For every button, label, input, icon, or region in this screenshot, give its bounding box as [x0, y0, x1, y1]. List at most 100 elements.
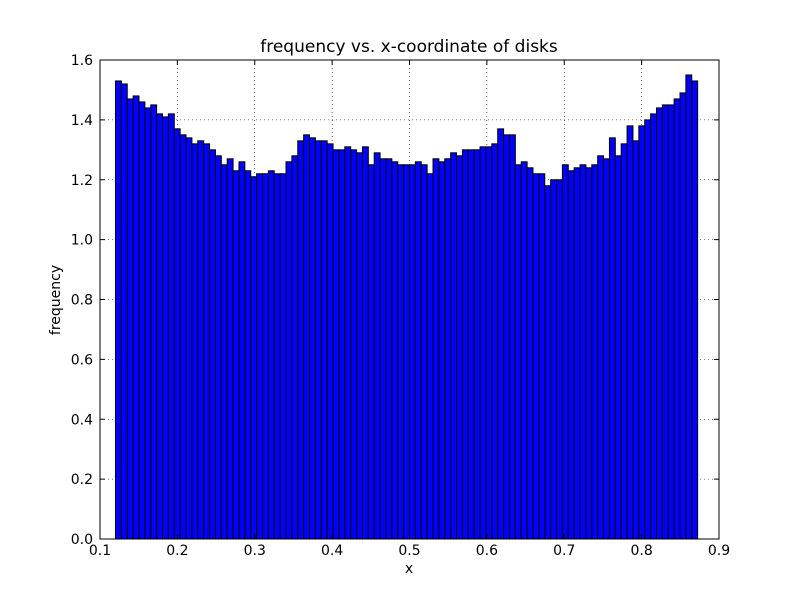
y-tick-label: 0.4	[71, 412, 93, 428]
bar	[150, 104, 158, 540]
y-tick-label: 0.2	[71, 472, 93, 488]
x-axis-label: x	[405, 561, 413, 577]
bar	[303, 134, 311, 540]
bar	[403, 164, 410, 540]
ticks	[99, 59, 720, 540]
y-tick-label: 0.6	[71, 352, 93, 368]
y-axis-label: frequency	[48, 265, 64, 335]
x-tick-labels: 0.1 0.2 0.3 0.4 0.5 0.6 0.7 0.8 0.9	[89, 543, 730, 559]
bar	[573, 167, 581, 540]
bar	[597, 155, 605, 540]
bar	[397, 164, 405, 540]
bar	[244, 170, 252, 540]
bar	[556, 179, 563, 540]
bar	[285, 161, 293, 540]
bar	[503, 134, 510, 540]
bar	[626, 125, 634, 540]
bar	[191, 143, 199, 540]
bar	[591, 164, 599, 540]
bar	[156, 113, 164, 540]
bar	[267, 170, 275, 540]
y-tick-labels: 0.0 0.2 0.4 0.6 0.8 1.0 1.2 1.4 1.6	[71, 53, 93, 548]
x-tick-label: 0.8	[630, 543, 652, 559]
bar	[532, 173, 540, 540]
bar	[661, 104, 669, 540]
bar	[256, 173, 263, 540]
bar	[608, 137, 616, 540]
bar	[226, 158, 234, 540]
y-tick-label: 1.6	[71, 53, 93, 69]
bar	[291, 155, 299, 540]
bar	[114, 80, 122, 540]
bar	[479, 146, 487, 540]
bar	[485, 146, 493, 540]
bar	[344, 146, 352, 540]
bar	[620, 143, 628, 540]
bar	[456, 155, 463, 540]
y-tick-label: 1.0	[71, 233, 93, 249]
bar	[367, 164, 375, 540]
bar	[432, 158, 440, 540]
bar	[385, 158, 393, 540]
bar	[203, 143, 211, 540]
bar	[497, 128, 505, 540]
bar	[214, 155, 222, 540]
bar	[126, 98, 134, 540]
bar	[350, 149, 358, 540]
bar	[526, 167, 534, 540]
x-tick-label: 0.1	[89, 543, 111, 559]
bar	[514, 164, 522, 540]
bar	[297, 140, 305, 540]
y-tick-label: 0.8	[71, 293, 93, 309]
y-tick-label: 0.0	[71, 532, 93, 548]
x-tick-label: 0.4	[321, 543, 343, 559]
bar	[467, 149, 475, 540]
x-tick-label: 0.7	[553, 543, 575, 559]
bar	[209, 149, 216, 540]
bar	[361, 146, 369, 540]
bar	[167, 113, 175, 540]
bar	[332, 149, 340, 540]
bar	[326, 143, 334, 540]
bar	[679, 92, 687, 540]
bar	[279, 173, 287, 540]
bar	[550, 179, 558, 540]
y-tick-label: 1.4	[71, 113, 93, 129]
bar	[667, 104, 675, 540]
bar	[162, 116, 169, 540]
bar	[356, 152, 363, 540]
bar	[320, 140, 328, 540]
bar	[561, 164, 569, 540]
bar	[232, 170, 240, 540]
x-tick-label: 0.2	[166, 543, 188, 559]
bar	[426, 173, 434, 540]
bar	[250, 176, 258, 540]
bar	[614, 155, 622, 540]
bar	[603, 158, 610, 540]
x-tick-label: 0.3	[244, 543, 266, 559]
bar	[650, 113, 657, 540]
bar	[338, 149, 346, 540]
bar	[379, 158, 387, 540]
bar	[444, 158, 452, 540]
chart-title: frequency vs. x-coordinate of disks	[260, 37, 558, 57]
bar	[132, 95, 140, 540]
bar	[314, 140, 322, 540]
bar	[309, 137, 316, 540]
bar	[473, 149, 481, 540]
bar	[579, 164, 587, 540]
bar	[144, 107, 152, 540]
x-tick-label: 0.9	[708, 543, 730, 559]
bar	[520, 161, 528, 540]
bar	[173, 128, 181, 540]
bar	[197, 140, 205, 540]
y-tick-label: 1.2	[71, 173, 93, 189]
bar	[185, 137, 193, 540]
bar	[508, 134, 516, 540]
bar	[120, 83, 128, 540]
bar	[655, 107, 663, 540]
bar	[414, 161, 422, 540]
bar	[491, 143, 499, 540]
bar	[391, 161, 399, 540]
